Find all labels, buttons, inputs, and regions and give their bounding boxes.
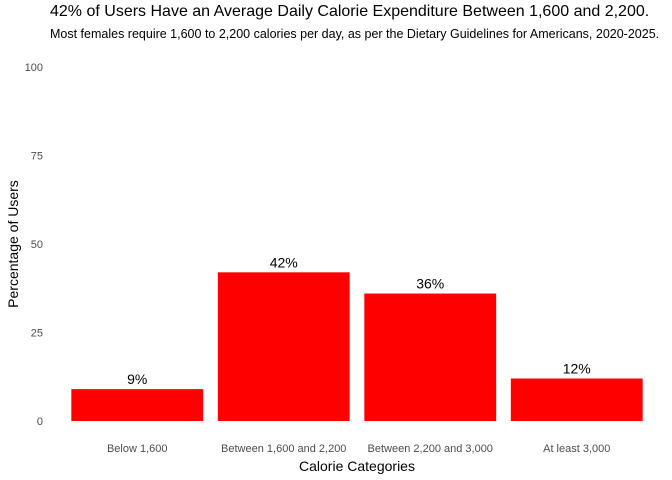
y-tick-label: 75 <box>31 151 43 163</box>
data-label: 36% <box>416 276 444 292</box>
y-tick-label: 100 <box>25 62 43 74</box>
chart-title: 42% of Users Have an Average Daily Calor… <box>50 3 650 20</box>
data-label: 12% <box>563 361 591 377</box>
bars <box>71 272 643 421</box>
x-tick-label: At least 3,000 <box>543 443 610 455</box>
data-label: 42% <box>270 254 298 270</box>
y-tick-label: 0 <box>37 416 43 428</box>
data-label: 9% <box>127 371 147 387</box>
bar <box>217 272 350 421</box>
x-axis-label: Calorie Categories <box>299 458 415 474</box>
y-tick-label: 25 <box>31 328 43 340</box>
bar <box>71 389 204 421</box>
x-tick-label: Between 2,200 and 3,000 <box>368 443 493 455</box>
y-axis-label: Percentage of Users <box>5 180 21 308</box>
x-tick-label: Below 1,600 <box>107 443 168 455</box>
chart-subtitle: Most females require 1,600 to 2,200 calo… <box>50 27 660 41</box>
bar <box>364 293 497 421</box>
bar <box>510 378 643 421</box>
y-tick-label: 50 <box>31 239 43 251</box>
x-tick-label: Between 1,600 and 2,200 <box>221 443 346 455</box>
data-labels: 9% 42% 36% 12% <box>127 254 591 387</box>
x-axis-ticks: Below 1,600 Between 1,600 and 2,200 Betwee… <box>107 443 610 455</box>
y-axis-ticks: 0 25 50 75 100 <box>25 62 43 428</box>
